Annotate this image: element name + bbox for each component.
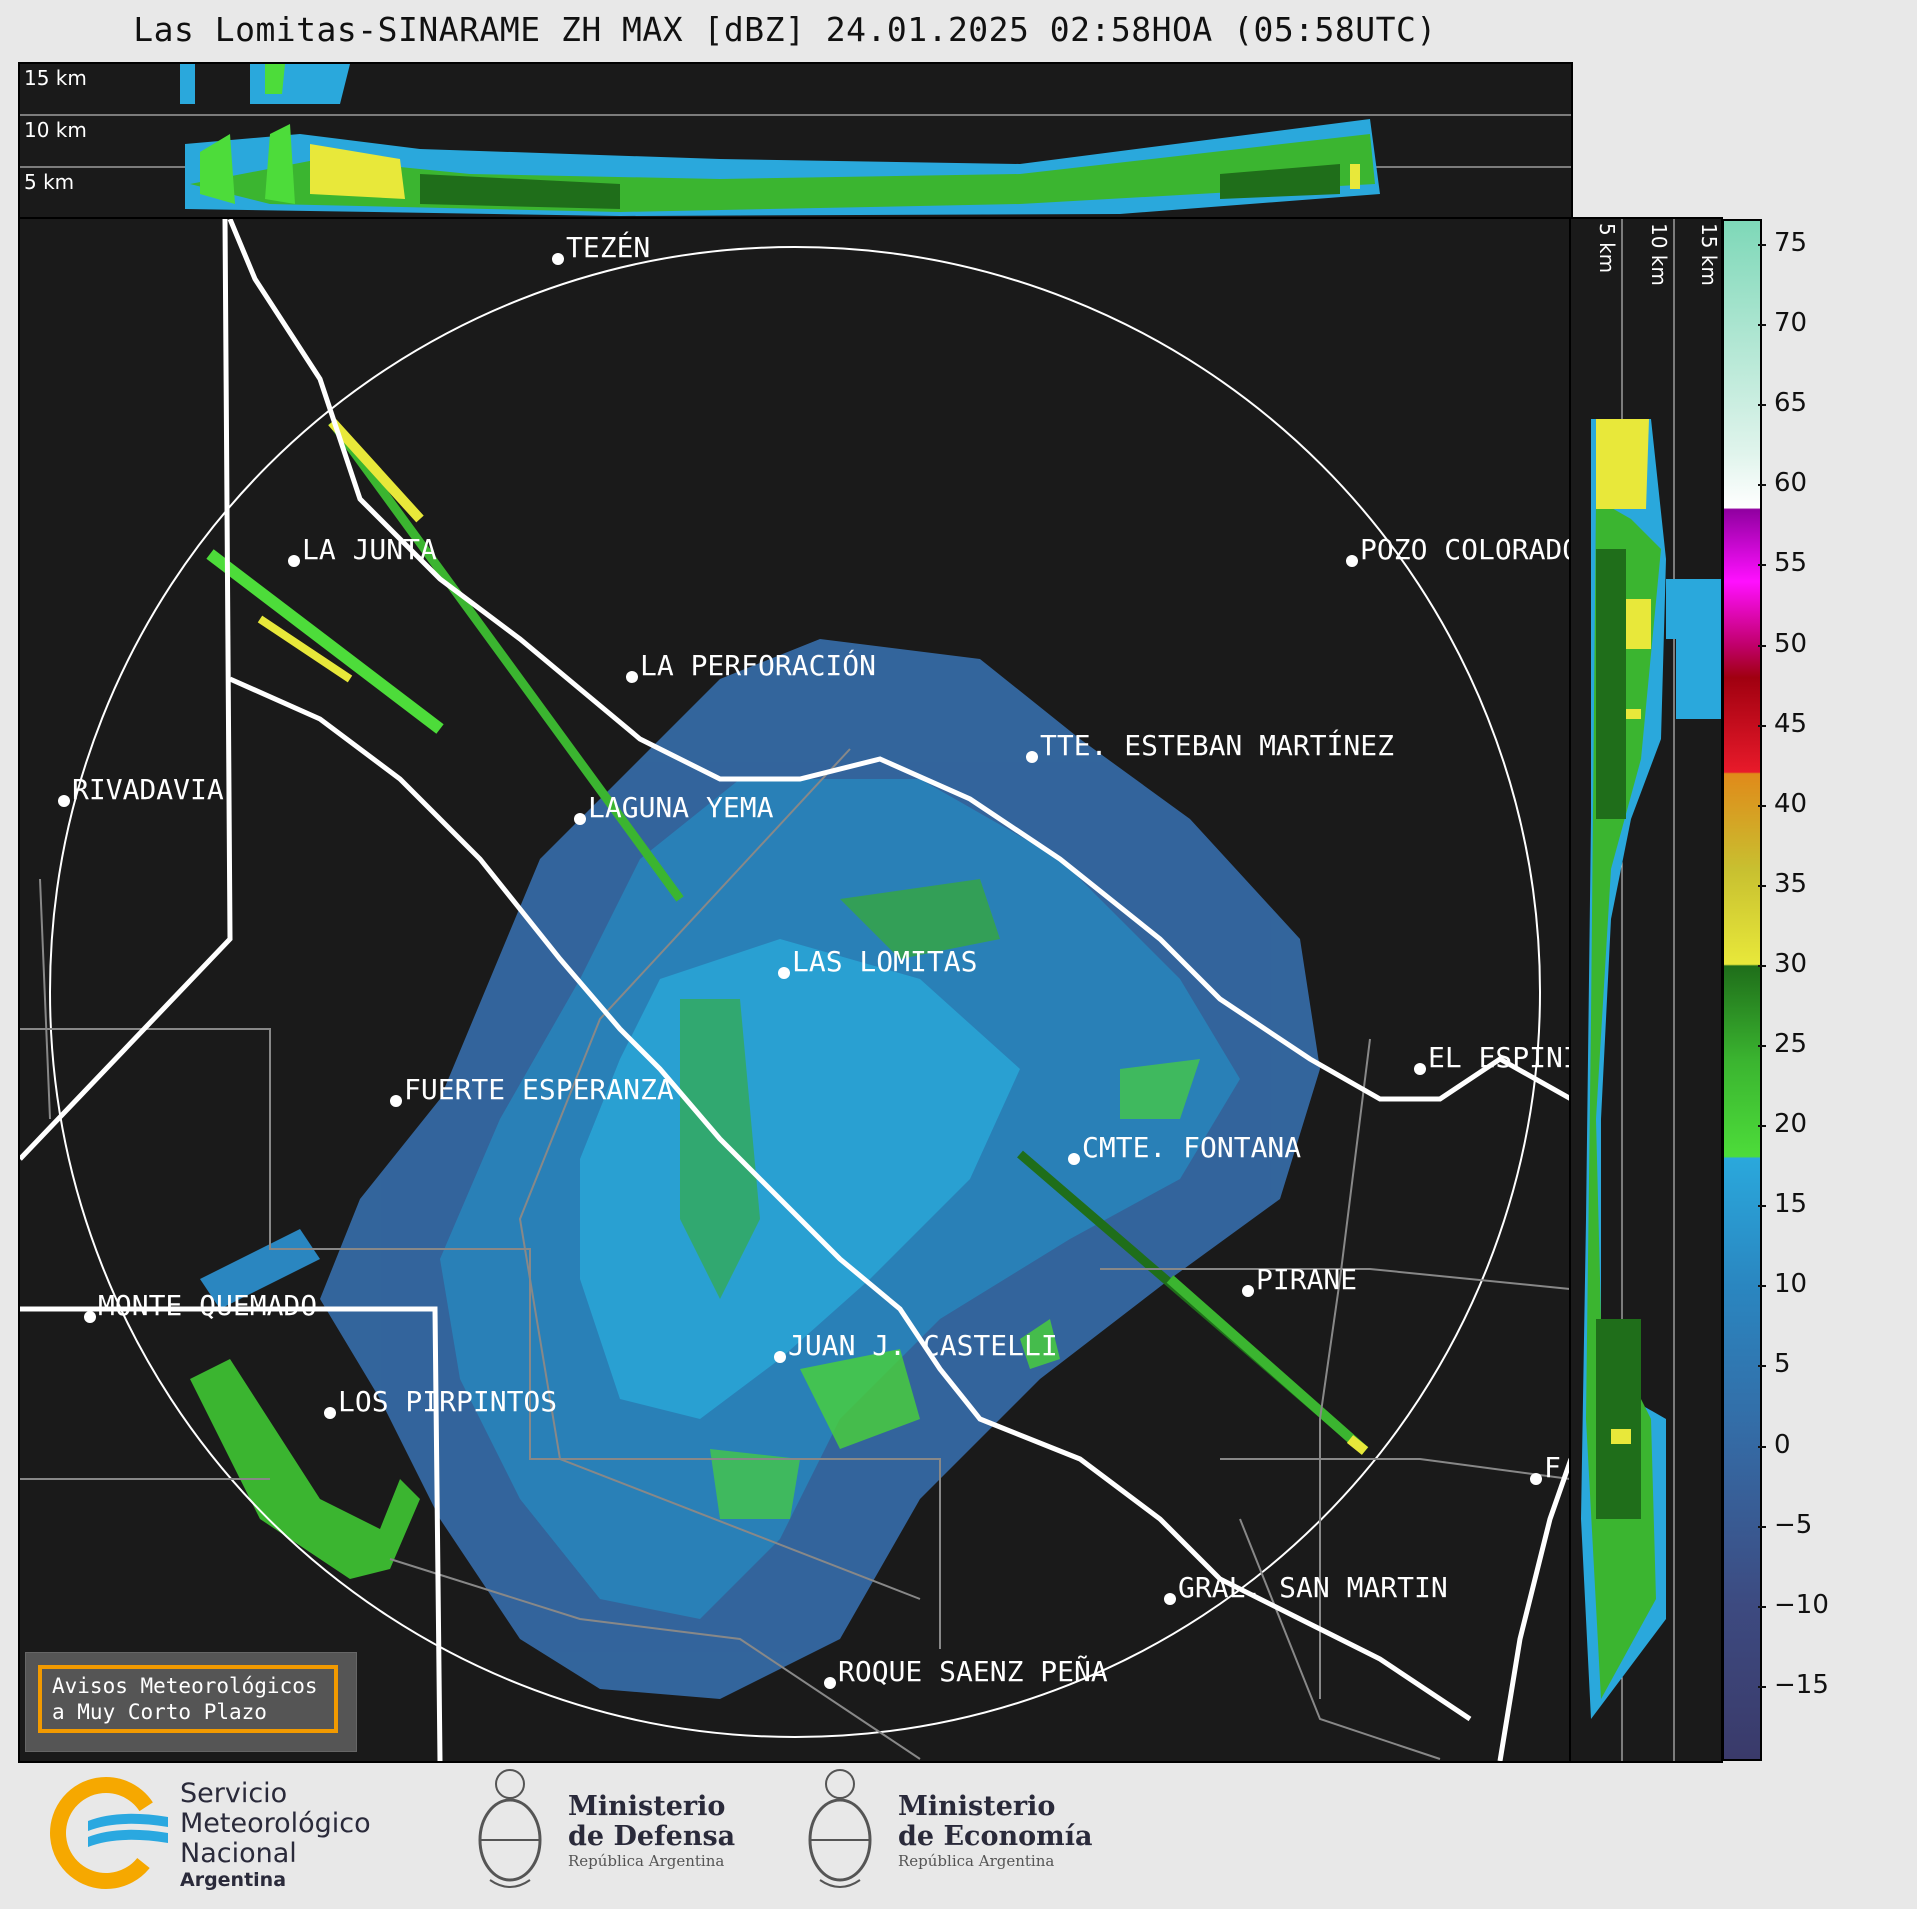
- city-gral-san-martin: GRAL. SAN MARTIN: [1164, 1571, 1448, 1605]
- colorbar-tick-label: 0: [1758, 1430, 1791, 1460]
- colorbar-tick-label: 10: [1757, 1269, 1807, 1299]
- colorbar-tick-label: 50: [1757, 629, 1807, 659]
- avisos-inner-border: Avisos Meteorológicos a Muy Corto Plazo: [38, 1665, 338, 1733]
- colorbar-tick-label: 60: [1757, 468, 1807, 498]
- city-monte-quemado: MONTE QUEMADO: [84, 1289, 317, 1323]
- avisos-box: Avisos Meteorológicos a Muy Corto Plazo: [25, 1652, 357, 1752]
- shield-icon: [808, 1769, 872, 1888]
- city-juan-j-castelli: JUAN J. CASTELLI: [774, 1329, 1058, 1363]
- colorbar-tick-label: 5: [1758, 1349, 1791, 1379]
- colorbar-tick-label: 25: [1757, 1029, 1807, 1059]
- height-label-15km: 15 km: [24, 66, 87, 90]
- smn-line-3: Nacional: [180, 1838, 297, 1869]
- colorbar-tick-label: 35: [1757, 869, 1807, 899]
- side-height-label-15km: 15 km: [1697, 223, 1721, 286]
- smn-line-4: Argentina: [180, 1869, 287, 1891]
- city-f: F: [1530, 1451, 1561, 1485]
- defensa-line-3: República Argentina: [568, 1852, 725, 1870]
- height-label-5km: 5 km: [24, 170, 75, 194]
- defensa-line-1: Ministerio: [568, 1791, 726, 1822]
- smn-logo-icon: [50, 1777, 168, 1889]
- colorbar-tick-label: 20: [1757, 1109, 1807, 1139]
- colorbar-tick-label: −15: [1758, 1670, 1829, 1700]
- city-rivadavia: RIVADAVIA: [58, 773, 224, 807]
- colorbar-tick-label: 70: [1757, 308, 1807, 338]
- economia-logo: Ministerio de Economía República Argenti…: [800, 1762, 1120, 1902]
- city-cmte-fontana: CMTE. FONTANA: [1068, 1131, 1301, 1165]
- colorbar-tick-label: 40: [1757, 789, 1807, 819]
- top-cross-section-panel: 15 km 10 km 5 km: [18, 62, 1573, 221]
- height-label-10km: 10 km: [24, 118, 87, 142]
- city-el-espinillo: EL ESPINILLO: [1414, 1041, 1571, 1075]
- colorbar-tick-label: 30: [1757, 949, 1807, 979]
- side-cross-section-panel: 5 km 10 km 15 km: [1569, 217, 1723, 1763]
- side-cross-section-echo: [1581, 219, 1721, 1761]
- colorbar-tick-label: 75: [1757, 228, 1807, 258]
- defensa-line-2: de Defensa: [568, 1821, 736, 1852]
- city-los-pirpintos: LOS PIRPINTOS: [324, 1385, 557, 1419]
- colorbar-tick-label: −5: [1757, 1510, 1812, 1540]
- colorbar-tick-label: −10: [1758, 1590, 1829, 1620]
- city-la-perforacion: LA PERFORACIÓN: [626, 649, 876, 683]
- dbz-colorbar: [1722, 219, 1762, 1761]
- economia-line-1: Ministerio: [898, 1791, 1056, 1822]
- avisos-line-1: Avisos Meteorológicos: [52, 1674, 318, 1698]
- colorbar-tick-label: 45: [1757, 709, 1807, 739]
- smn-logo: Servicio Meteorológico Nacional Argentin…: [48, 1775, 408, 1891]
- city-laguna-yema: LAGUNA YEMA: [574, 791, 773, 825]
- radar-map-graphics: [20, 219, 1571, 1761]
- colorbar-tick-label: 15: [1757, 1189, 1807, 1219]
- city-roque-saenz-pena: ROQUE SAENZ PEÑA: [824, 1655, 1108, 1689]
- top-cross-section-echo: [20, 64, 1571, 216]
- radar-map: TEZÉN LA JUNTA POZO COLORADO LA PERFORAC…: [18, 217, 1573, 1763]
- city-las-lomitas: LAS LOMITAS: [778, 945, 977, 979]
- defensa-logo: Ministerio de Defensa República Argentin…: [470, 1762, 770, 1902]
- smn-line-2: Meteorológico: [180, 1808, 371, 1839]
- economia-line-2: de Economía: [898, 1821, 1093, 1852]
- colorbar-tick-label: 65: [1757, 388, 1807, 418]
- city-tezen: TEZÉN: [552, 231, 650, 265]
- city-pozo-colorado: POZO COLORADO: [1346, 533, 1571, 567]
- city-la-junta: LA JUNTA: [288, 533, 437, 567]
- city-fuerte-esperanza: FUERTE ESPERANZA: [390, 1073, 674, 1107]
- shield-icon: [478, 1769, 542, 1888]
- side-height-label-5km: 5 km: [1595, 223, 1619, 274]
- city-pirane: PIRANE: [1242, 1263, 1357, 1297]
- avisos-line-2: a Muy Corto Plazo: [52, 1700, 267, 1724]
- city-tte-esteban-martinez: TTE. ESTEBAN MARTÍNEZ: [1026, 729, 1394, 763]
- radar-echo: [320, 639, 1320, 1699]
- department-borders: [20, 748, 1571, 1760]
- province-borders: [20, 219, 1571, 1761]
- smn-line-1: Servicio: [180, 1778, 288, 1809]
- economia-line-3: República Argentina: [898, 1852, 1055, 1870]
- colorbar-tick-label: 55: [1757, 548, 1807, 578]
- side-height-label-10km: 10 km: [1647, 223, 1671, 286]
- map-title: Las Lomitas-SINARAME ZH MAX [dBZ] 24.01.…: [133, 10, 1437, 49]
